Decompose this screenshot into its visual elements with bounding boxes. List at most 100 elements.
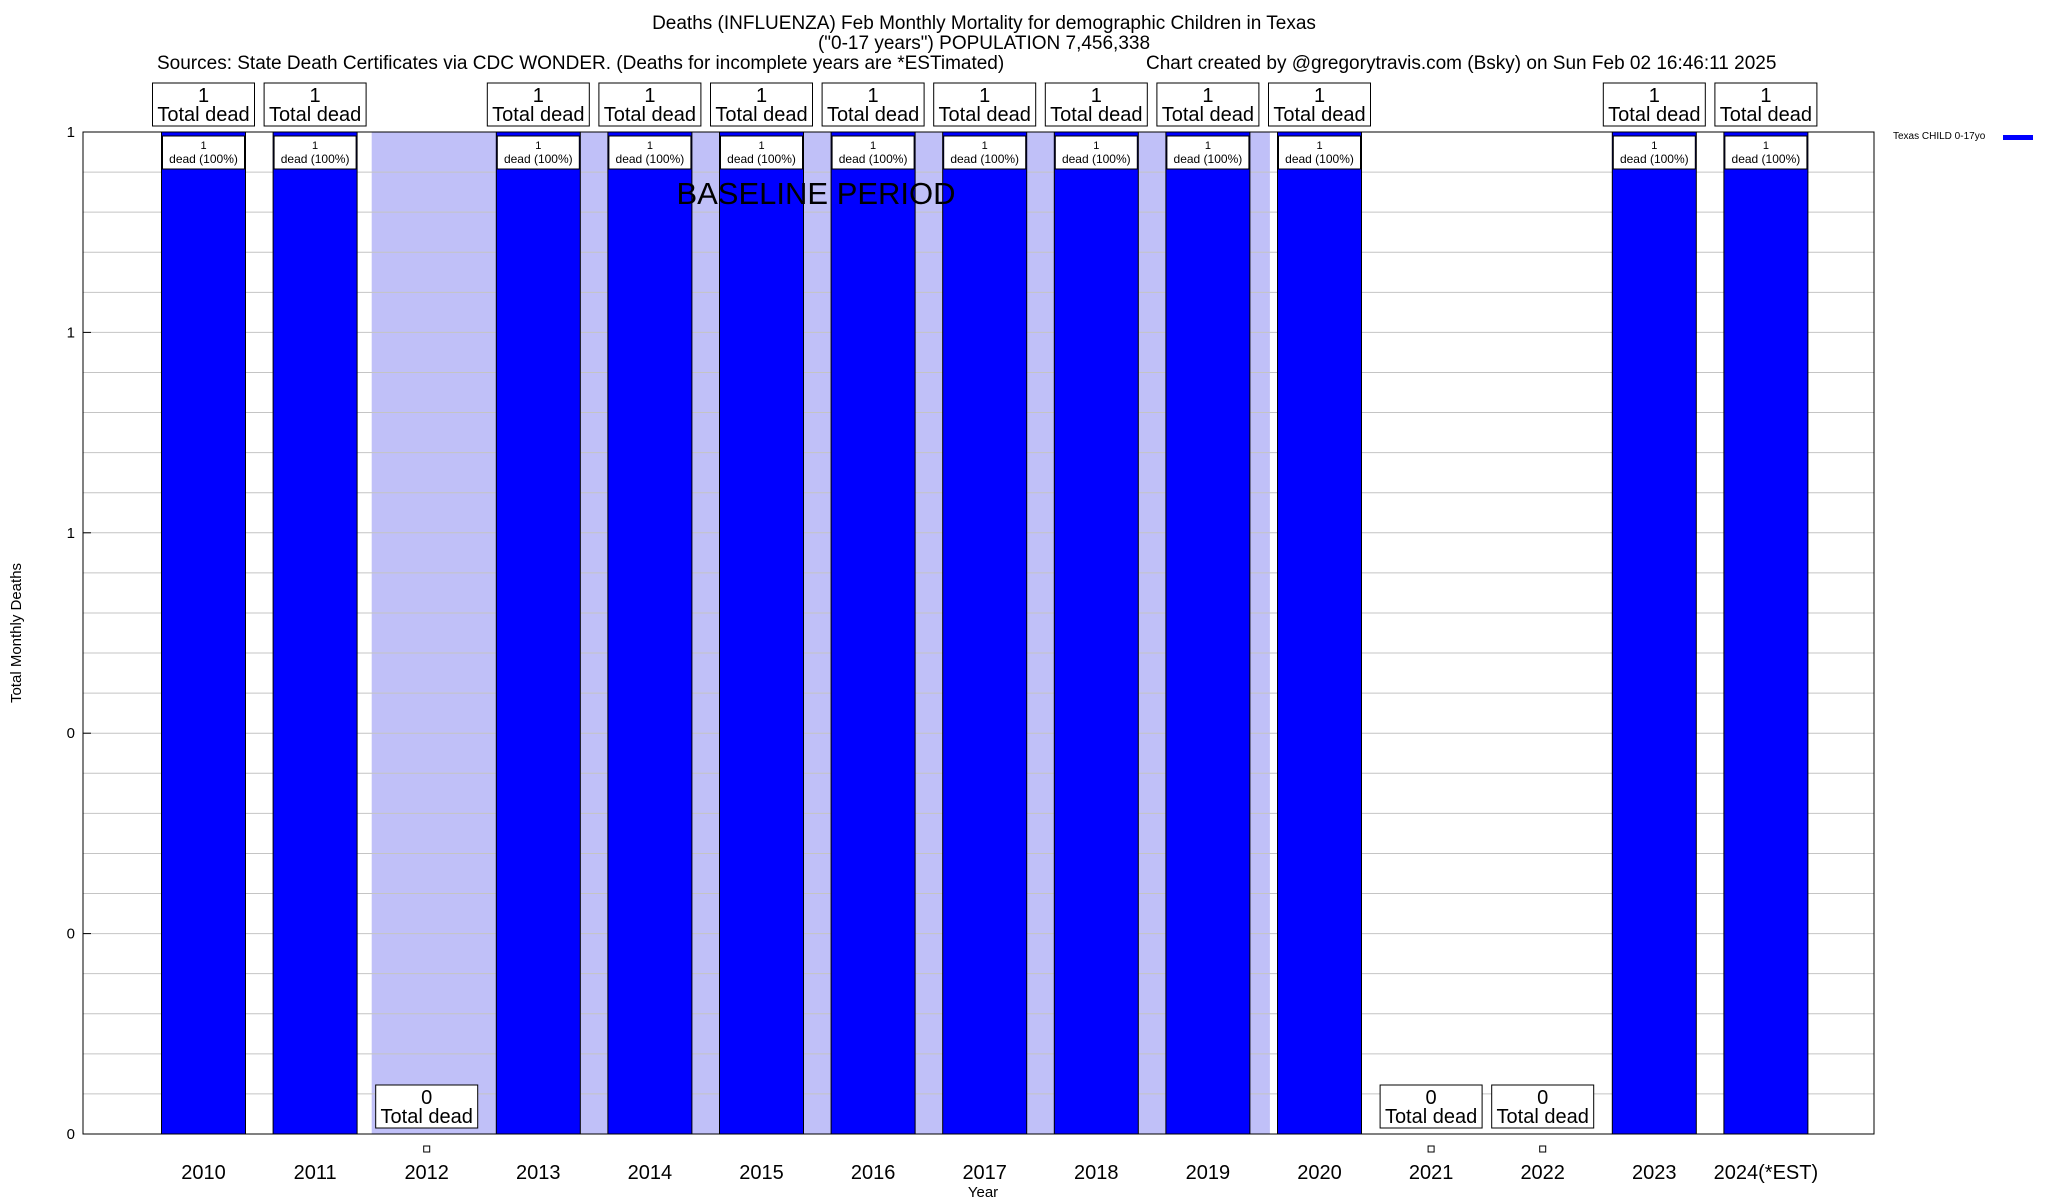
chart-sources-note: Sources: State Death Certificates via CD… <box>157 53 1005 74</box>
total-label-text: Total dead <box>715 104 807 126</box>
total-label-value: 0 <box>1426 1087 1437 1109</box>
x-tick-label: 2020 <box>1297 1162 1342 1184</box>
total-label-value: 1 <box>1314 85 1325 107</box>
y-tick-label: 1 <box>67 324 75 341</box>
total-label-value: 1 <box>1091 85 1102 107</box>
bar <box>942 131 1028 1135</box>
x-tick-label: 2010 <box>181 1162 226 1184</box>
x-tick-label: 2018 <box>1074 1162 1119 1184</box>
y-tick-label: 0 <box>67 725 75 742</box>
bar-label-text: dead (100%) <box>1285 152 1354 166</box>
x-tick-label: 2021 <box>1409 1162 1454 1184</box>
total-label-box <box>152 82 255 127</box>
x-tick-label: 2013 <box>516 1162 561 1184</box>
bar-label-box <box>1054 135 1138 170</box>
bar-label-text: dead (100%) <box>1062 152 1131 166</box>
chart-title-line-1: Deaths (INFLUENZA) Feb Monthly Mortality… <box>652 13 1316 34</box>
total-label-value: 1 <box>644 85 655 107</box>
bar <box>830 131 916 1135</box>
bar-label-box <box>1166 135 1250 170</box>
total-label-value: 1 <box>756 85 767 107</box>
x-tick-label: 2024(*EST) <box>1714 1162 1819 1184</box>
bar-label-box <box>608 135 692 170</box>
bar-label-box <box>1278 135 1361 170</box>
bar-label-value: 1 <box>535 140 541 152</box>
y-tick-label: 1 <box>67 124 75 141</box>
zero-point-marker <box>1539 1145 1547 1153</box>
total-label-text: Total dead <box>381 1106 473 1128</box>
total-label-text: Total dead <box>1608 104 1700 126</box>
x-tick-label: 2017 <box>962 1162 1007 1184</box>
y-tick-label: 0 <box>67 1126 75 1143</box>
bar <box>272 131 358 1135</box>
total-label-box <box>821 82 925 127</box>
bar-label-value: 1 <box>1093 140 1099 152</box>
bar <box>1053 131 1139 1135</box>
total-label-text: Total dead <box>1162 104 1254 126</box>
total-label-value: 1 <box>1649 85 1660 107</box>
bar-label-box <box>162 135 245 170</box>
bar-label-value: 1 <box>982 140 988 152</box>
bar-label-value: 1 <box>1763 140 1769 152</box>
total-label-text: Total dead <box>157 104 249 126</box>
total-label-box <box>710 82 813 127</box>
legend-swatch <box>2003 135 2033 140</box>
bar <box>1165 131 1251 1135</box>
y-axis-title: Total Monthly Deaths <box>8 563 25 703</box>
total-label-text: Total dead <box>827 104 919 126</box>
bar-label-box <box>496 135 580 170</box>
bar-label-value: 1 <box>1316 140 1322 152</box>
zero-point-marker <box>1427 1145 1435 1153</box>
total-label-box <box>263 82 367 127</box>
bar-label-box <box>720 135 803 170</box>
bar-label-text: dead (100%) <box>169 152 238 166</box>
bar-label-text: dead (100%) <box>1620 152 1689 166</box>
bar-label-value: 1 <box>1205 140 1211 152</box>
x-tick-label: 2019 <box>1186 1162 1231 1184</box>
bar <box>607 131 693 1135</box>
total-label-text: Total dead <box>1720 104 1812 126</box>
total-label-box <box>486 82 590 127</box>
total-label-value: 1 <box>198 85 209 107</box>
total-label-text: Total dead <box>604 104 696 126</box>
total-label-box <box>1268 82 1371 127</box>
bar <box>719 131 804 1135</box>
total-label-box <box>1379 1084 1483 1129</box>
total-label-box <box>1714 82 1818 127</box>
bar <box>1723 131 1809 1135</box>
total-label-text: Total dead <box>939 104 1031 126</box>
total-label-value: 1 <box>868 85 879 107</box>
bar-label-box <box>831 135 915 170</box>
bar-label-text: dead (100%) <box>950 152 1019 166</box>
bar-label-text: dead (100%) <box>1732 152 1801 166</box>
bar-label-box <box>943 135 1027 170</box>
total-label-value: 1 <box>1202 85 1213 107</box>
bar <box>161 131 246 1135</box>
bar-label-text: dead (100%) <box>281 152 350 166</box>
bar-label-box <box>1612 135 1696 170</box>
total-label-box <box>375 1084 479 1129</box>
total-label-value: 1 <box>310 85 321 107</box>
total-label-text: Total dead <box>1273 104 1365 126</box>
bar-label-value: 1 <box>1651 140 1657 152</box>
total-label-box <box>1491 1084 1595 1129</box>
total-label-box <box>933 82 1037 127</box>
bar-label-value: 1 <box>758 140 764 152</box>
x-tick-label: 2011 <box>294 1162 337 1184</box>
zero-point-marker <box>423 1145 431 1153</box>
total-label-text: Total dead <box>1497 1106 1589 1128</box>
total-label-box <box>1044 82 1148 127</box>
bar-label-text: dead (100%) <box>727 152 796 166</box>
bar-label-value: 1 <box>200 140 206 152</box>
bar-label-text: dead (100%) <box>616 152 685 166</box>
baseline-period-label: BASELINE PERIOD <box>676 176 955 211</box>
bar-label-text: dead (100%) <box>839 152 908 166</box>
bar-label-value: 1 <box>647 140 653 152</box>
x-tick-label: 2016 <box>851 1162 896 1184</box>
chart-title-line-2: ("0-17 years") POPULATION 7,456,338 <box>817 33 1151 54</box>
x-tick-label: 2022 <box>1520 1162 1565 1184</box>
total-label-text: Total dead <box>269 104 361 126</box>
y-tick-label: 0 <box>67 926 75 943</box>
chart-credit-note: Chart created by @gregorytravis.com (Bsk… <box>1146 53 1777 74</box>
